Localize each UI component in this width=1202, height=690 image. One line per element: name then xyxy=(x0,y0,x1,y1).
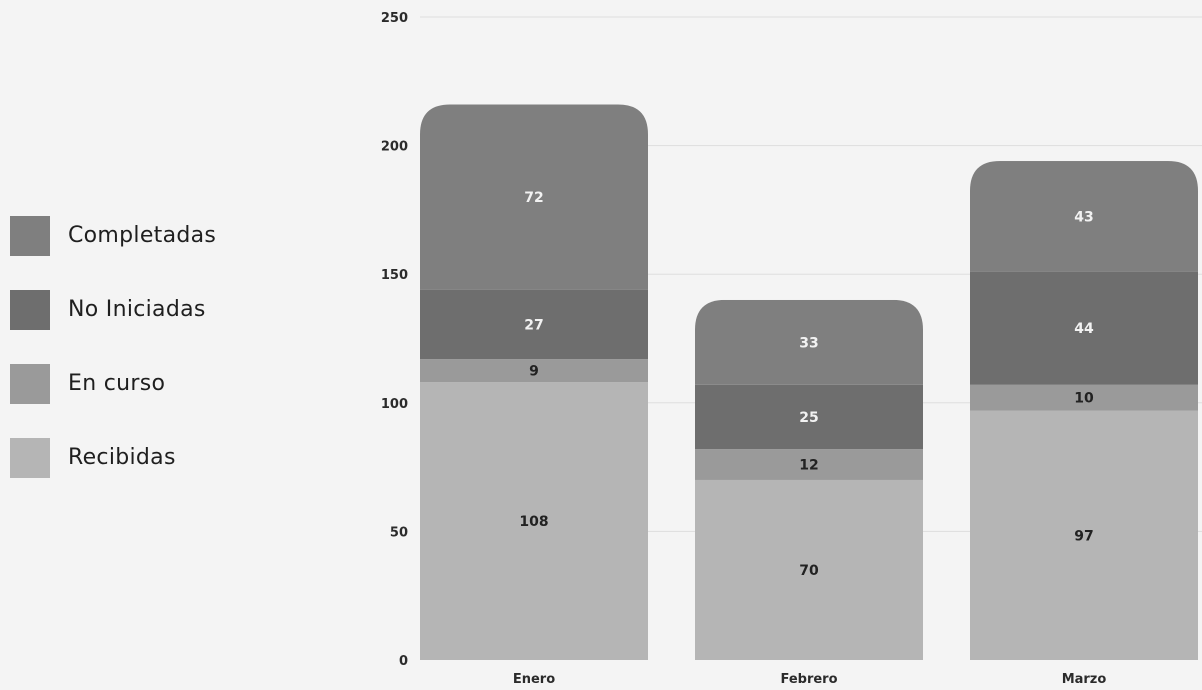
bar-segment-enero-no-iniciadas xyxy=(420,289,648,360)
data-label-enero-completadas: 72 xyxy=(524,190,543,206)
bar-stack-enero xyxy=(420,104,648,660)
bar-stack-marzo xyxy=(970,161,1198,660)
legend-label-no-iniciadas: No Iniciadas xyxy=(68,297,206,322)
y-tick-label-200: 200 xyxy=(381,140,408,155)
legend-item-completadas: Completadas xyxy=(10,216,216,256)
data-label-febrero-en-curso: 12 xyxy=(799,458,818,474)
legend-label-recibidas: Recibidas xyxy=(68,445,176,470)
legend-swatch-en-curso xyxy=(10,364,50,404)
data-label-enero-no-iniciadas: 27 xyxy=(524,317,543,333)
legend-item-recibidas: Recibidas xyxy=(10,438,216,478)
bar-segment-febrero-en-curso xyxy=(695,449,923,480)
bar-segment-marzo-no-iniciadas xyxy=(970,271,1198,385)
legend-swatch-completadas xyxy=(10,216,50,256)
bar-segment-febrero-no-iniciadas xyxy=(695,384,923,450)
data-label-marzo-no-iniciadas: 44 xyxy=(1074,321,1094,337)
x-tick-label-febrero: Febrero xyxy=(780,672,837,687)
bar-stack-febrero xyxy=(695,299,923,660)
bar-segment-marzo-en-curso xyxy=(970,384,1198,411)
legend-swatch-recibidas xyxy=(10,438,50,478)
y-tick-label-150: 150 xyxy=(381,268,408,283)
data-label-febrero-completadas: 33 xyxy=(799,335,818,351)
data-label-marzo-completadas: 43 xyxy=(1074,209,1093,225)
y-tick-label-50: 50 xyxy=(390,525,408,540)
x-tick-label-enero: Enero xyxy=(513,672,555,687)
data-label-marzo-en-curso: 10 xyxy=(1074,391,1094,407)
data-label-enero-recibidas: 108 xyxy=(519,514,548,530)
legend-item-en-curso: En curso xyxy=(10,364,216,404)
chart-legend: Completadas No Iniciadas En curso Recibi… xyxy=(10,216,216,512)
bar-segment-enero-en-curso xyxy=(420,359,648,383)
y-tick-label-0: 0 xyxy=(399,654,408,669)
data-label-marzo-recibidas: 97 xyxy=(1074,528,1093,544)
data-label-febrero-no-iniciadas: 25 xyxy=(799,410,818,426)
legend-swatch-no-iniciadas xyxy=(10,290,50,330)
legend-item-no-iniciadas: No Iniciadas xyxy=(10,290,216,330)
legend-label-completadas: Completadas xyxy=(68,223,217,248)
bar-segment-enero-completadas xyxy=(420,104,648,290)
y-tick-label-100: 100 xyxy=(381,397,408,412)
bar-segment-marzo-completadas xyxy=(970,161,1198,272)
bar-segment-febrero-completadas xyxy=(695,299,923,385)
bar-segment-enero-recibidas xyxy=(420,382,648,660)
x-tick-label-marzo: Marzo xyxy=(1062,672,1107,687)
bar-segment-febrero-recibidas xyxy=(695,479,923,660)
legend-label-en-curso: En curso xyxy=(68,371,166,396)
data-label-enero-en-curso: 9 xyxy=(529,364,539,380)
y-tick-label-250: 250 xyxy=(381,11,408,26)
data-label-febrero-recibidas: 70 xyxy=(799,563,819,579)
bar-segment-marzo-recibidas xyxy=(970,410,1198,660)
